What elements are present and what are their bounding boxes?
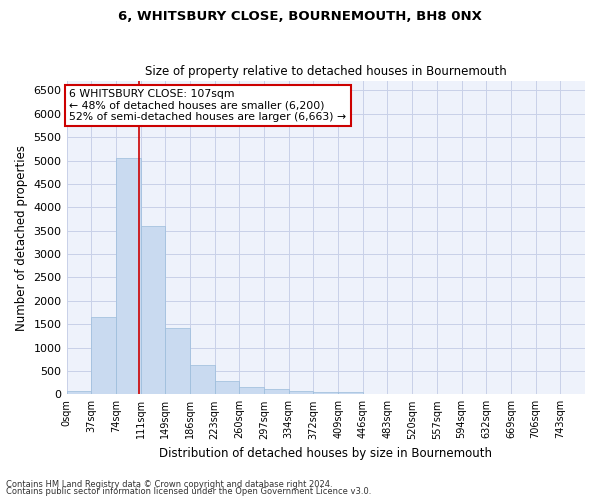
Bar	[289, 391, 313, 394]
Bar	[67, 391, 91, 394]
Bar	[91, 317, 116, 394]
Text: 6 WHITSBURY CLOSE: 107sqm
← 48% of detached houses are smaller (6,200)
52% of se: 6 WHITSBURY CLOSE: 107sqm ← 48% of detac…	[69, 89, 346, 122]
Y-axis label: Number of detached properties: Number of detached properties	[15, 144, 28, 330]
Text: 6, WHITSBURY CLOSE, BOURNEMOUTH, BH8 0NX: 6, WHITSBURY CLOSE, BOURNEMOUTH, BH8 0NX	[118, 10, 482, 23]
Bar	[264, 389, 289, 394]
Bar	[190, 366, 215, 394]
Bar	[140, 226, 165, 394]
Bar	[239, 388, 264, 394]
Bar	[338, 392, 363, 394]
Title: Size of property relative to detached houses in Bournemouth: Size of property relative to detached ho…	[145, 66, 506, 78]
X-axis label: Distribution of detached houses by size in Bournemouth: Distribution of detached houses by size …	[159, 447, 492, 460]
Bar	[116, 158, 140, 394]
Text: Contains HM Land Registry data © Crown copyright and database right 2024.: Contains HM Land Registry data © Crown c…	[6, 480, 332, 489]
Text: Contains public sector information licensed under the Open Government Licence v3: Contains public sector information licen…	[6, 487, 371, 496]
Bar	[165, 328, 190, 394]
Bar	[313, 392, 338, 394]
Bar	[215, 380, 239, 394]
